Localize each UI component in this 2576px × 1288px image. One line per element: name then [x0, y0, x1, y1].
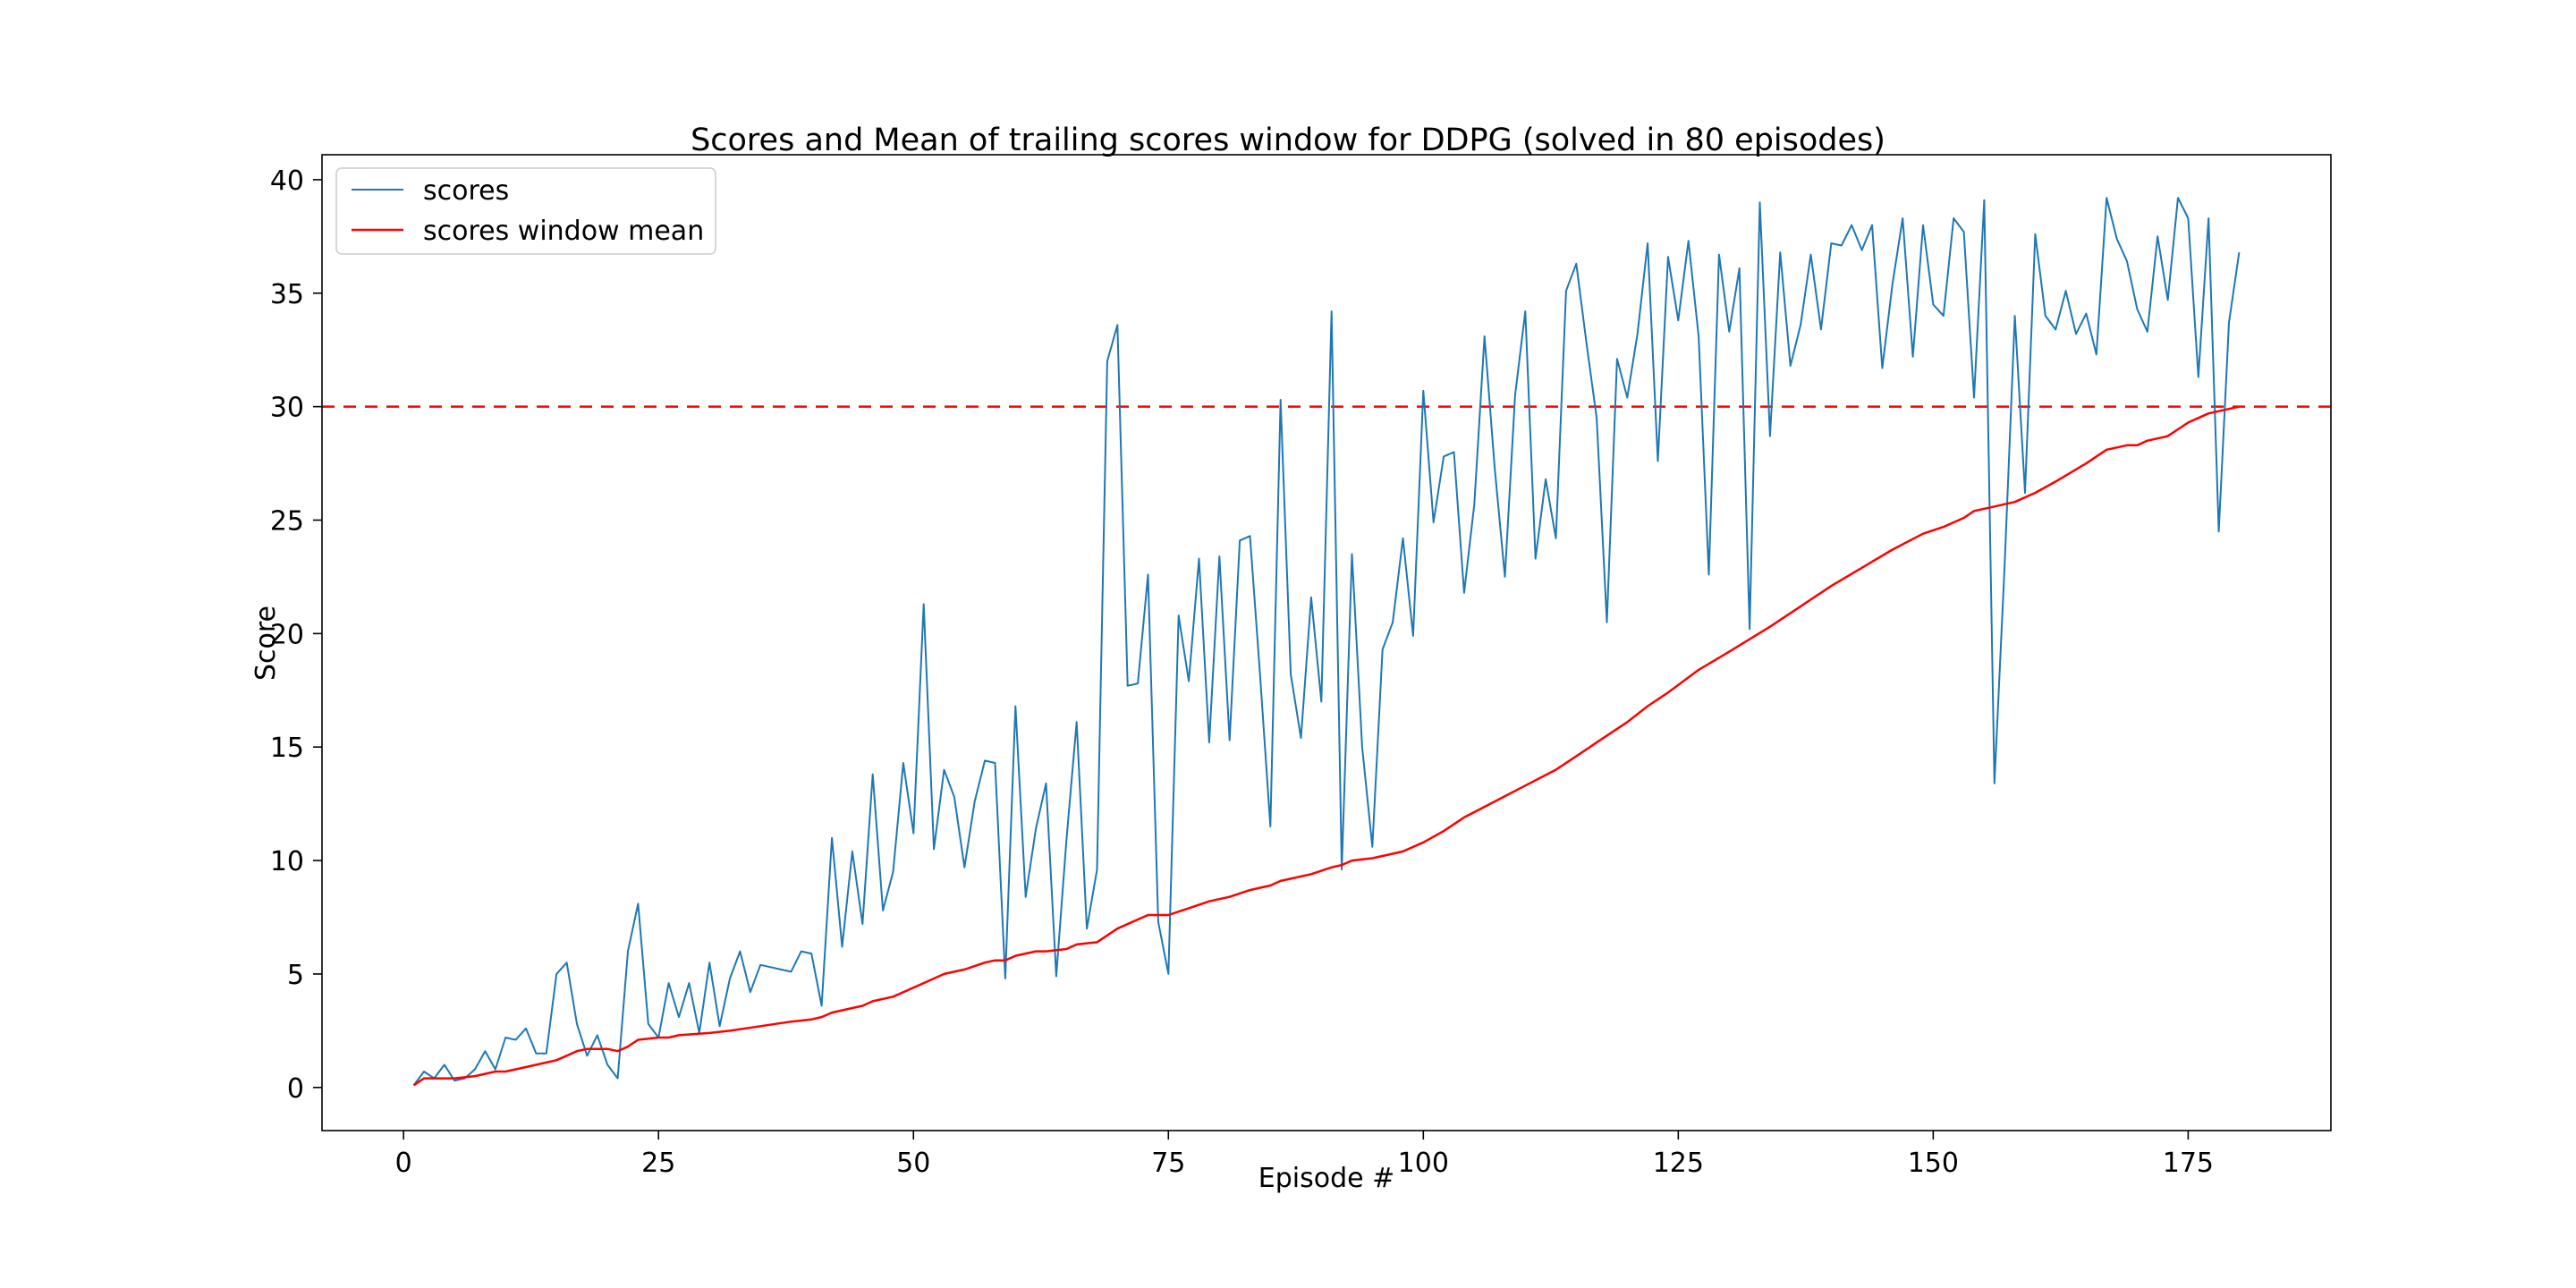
series-line-scores [412, 197, 2241, 1086]
legend: scores scores window mean [335, 167, 716, 255]
series-line-scores-window-mean [412, 405, 2240, 1087]
x-tick-label: 125 [1653, 1148, 1704, 1179]
y-tick-label: 10 [270, 846, 304, 877]
x-tick-label: 75 [1151, 1148, 1185, 1179]
x-axis: 0 25 50 75 100 125 150 175 [395, 1131, 2214, 1179]
legend-label-scores-window-mean: scores window mean [423, 216, 704, 247]
x-tick-label: 50 [896, 1148, 930, 1179]
y-tick-label: 0 [287, 1073, 304, 1105]
legend-label-scores: scores [423, 175, 509, 207]
x-tick-label: 25 [641, 1148, 675, 1179]
legend-box [335, 167, 716, 255]
y-tick-label: 35 [270, 279, 304, 310]
y-tick-label: 15 [270, 733, 304, 764]
y-tick-label: 25 [270, 505, 304, 537]
y-axis-label: Score [250, 606, 282, 681]
series-layer [412, 197, 2241, 1087]
y-tick-label: 5 [287, 960, 304, 991]
y-axis: 0 5 10 15 20 25 30 35 40 [270, 165, 322, 1105]
y-tick-label: 20 [270, 619, 304, 650]
x-tick-label: 150 [1908, 1148, 1959, 1179]
axes-frame [321, 154, 2332, 1131]
x-tick-label: 100 [1398, 1148, 1449, 1179]
x-axis-label: Episode # [1258, 1163, 1395, 1194]
plot-area [321, 154, 2332, 1131]
y-tick-label: 30 [270, 393, 304, 424]
y-tick-label: 40 [270, 165, 304, 197]
chart-title: Scores and Mean of trailing scores windo… [691, 123, 1885, 158]
x-tick-label: 175 [2163, 1148, 2214, 1179]
x-tick-label: 0 [395, 1148, 412, 1179]
